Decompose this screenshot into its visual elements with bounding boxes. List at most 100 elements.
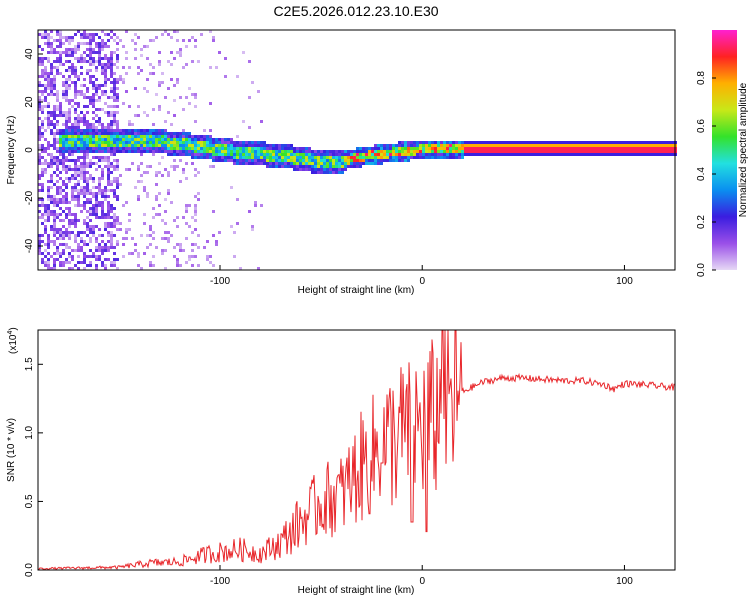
spectrogram-cell	[56, 162, 59, 165]
spectrogram-cell	[188, 153, 191, 156]
spectrogram-cell	[107, 225, 110, 228]
spectrogram-cell	[38, 96, 41, 99]
spectrogram-cell	[170, 78, 173, 81]
spectrogram-cell	[44, 117, 47, 120]
spectrogram-cell	[71, 81, 74, 84]
spectrogram-cell	[428, 147, 431, 150]
spectrogram-cell	[104, 78, 107, 81]
spectrogram-cell	[80, 156, 83, 159]
spectrogram-cell	[170, 150, 173, 153]
spectrogram-cell	[89, 150, 92, 153]
spectrogram-cell	[110, 222, 113, 225]
spectrogram-cell	[158, 213, 161, 216]
spectrogram-cell	[110, 147, 113, 150]
spectrogram-cell	[335, 168, 338, 171]
snr-y-tick-label: 1.5	[24, 357, 35, 371]
spectrogram-cell	[461, 153, 464, 156]
spectrogram-cell	[113, 150, 116, 153]
spectrogram-cell	[110, 141, 113, 144]
spectrogram-cell	[71, 132, 74, 135]
spectrogram-cell	[287, 144, 290, 147]
spectrogram-cell	[281, 150, 284, 153]
spectrogram-cell	[98, 249, 101, 252]
spectrogram-cell	[413, 156, 416, 159]
spectrogram-cell	[179, 180, 182, 183]
spectrogram-cell	[116, 219, 119, 222]
spectrogram-cell	[608, 141, 611, 144]
spectrogram-cell	[476, 150, 479, 153]
spectrogram-cell	[74, 57, 77, 60]
spectrogram-cell	[53, 39, 56, 42]
spectrogram-cell	[86, 111, 89, 114]
spectrogram-cell	[41, 135, 44, 138]
spectrogram-cell	[140, 48, 143, 51]
spectrogram-cell	[236, 159, 239, 162]
spectrogram-cell	[41, 204, 44, 207]
spectrogram-cell	[95, 135, 98, 138]
spectrogram-cell	[59, 129, 62, 132]
spectrogram-cell	[194, 213, 197, 216]
spectrogram-cell	[314, 150, 317, 153]
spectrogram-cell	[260, 153, 263, 156]
spectrogram-cell	[176, 144, 179, 147]
spectrogram-cell	[176, 258, 179, 261]
spectrogram-cell	[404, 144, 407, 147]
spectrogram-cell	[131, 141, 134, 144]
spectrogram-cell	[77, 135, 80, 138]
spectrogram-cell	[125, 150, 128, 153]
spectrogram-cell	[152, 147, 155, 150]
spectrogram-cell	[116, 159, 119, 162]
spectrogram-cell	[122, 204, 125, 207]
spectrogram-cell	[230, 156, 233, 159]
spectrogram-cell	[53, 138, 56, 141]
spectrogram-cell	[41, 69, 44, 72]
spectrogram-cell	[95, 240, 98, 243]
spectrogram-cell	[158, 84, 161, 87]
spectrogram-cell	[98, 138, 101, 141]
spectrogram-cell	[359, 159, 362, 162]
spectrogram-cell	[92, 255, 95, 258]
spectrogram-cell	[590, 144, 593, 147]
spectrogram-cell	[86, 165, 89, 168]
spectrogram-cell	[107, 144, 110, 147]
spectrogram-cell	[233, 141, 236, 144]
spectrogram-cell	[197, 192, 200, 195]
spectrogram-cell	[134, 129, 137, 132]
spectrogram-cell	[47, 195, 50, 198]
spectrogram-cell	[497, 147, 500, 150]
spectrogram-cell	[89, 123, 92, 126]
spectrogram-cell	[89, 54, 92, 57]
spectrogram-cell	[92, 180, 95, 183]
spectrogram-cell	[53, 183, 56, 186]
spectrogram-cell	[77, 42, 80, 45]
spectrogram-cell	[110, 81, 113, 84]
spectrogram-cell	[59, 102, 62, 105]
spectrogram-cell	[638, 150, 641, 153]
spectrogram-cell	[281, 144, 284, 147]
spectrogram-cell	[311, 156, 314, 159]
spectrogram-cell	[122, 237, 125, 240]
spectrogram-cell	[89, 192, 92, 195]
spectrogram-cell	[470, 141, 473, 144]
spectrogram-cell	[212, 156, 215, 159]
spectrogram-cell	[65, 129, 68, 132]
spectrogram-cell	[365, 147, 368, 150]
snr-panel: -100 0 100 0.00.51.01.5 Height of straight…	[6, 327, 676, 596]
spectrogram-cell	[92, 102, 95, 105]
spectrogram-cell	[194, 135, 197, 138]
spectrogram-cell	[161, 219, 164, 222]
spectrogram-cell	[407, 156, 410, 159]
spectrogram-cell	[422, 144, 425, 147]
spectrogram-cell	[521, 141, 524, 144]
spectrogram-cell	[77, 132, 80, 135]
spectrogram-cell	[80, 120, 83, 123]
spectrogram-cell	[107, 204, 110, 207]
spectrogram-cell	[74, 102, 77, 105]
spectrogram-cell	[434, 144, 437, 147]
spectrogram-cell	[266, 165, 269, 168]
spectrogram-cell	[104, 165, 107, 168]
spectrogram-cell	[668, 147, 671, 150]
spectrogram-cell	[44, 36, 47, 39]
spectrogram-cell	[113, 63, 116, 66]
spectrogram-cell	[74, 150, 77, 153]
